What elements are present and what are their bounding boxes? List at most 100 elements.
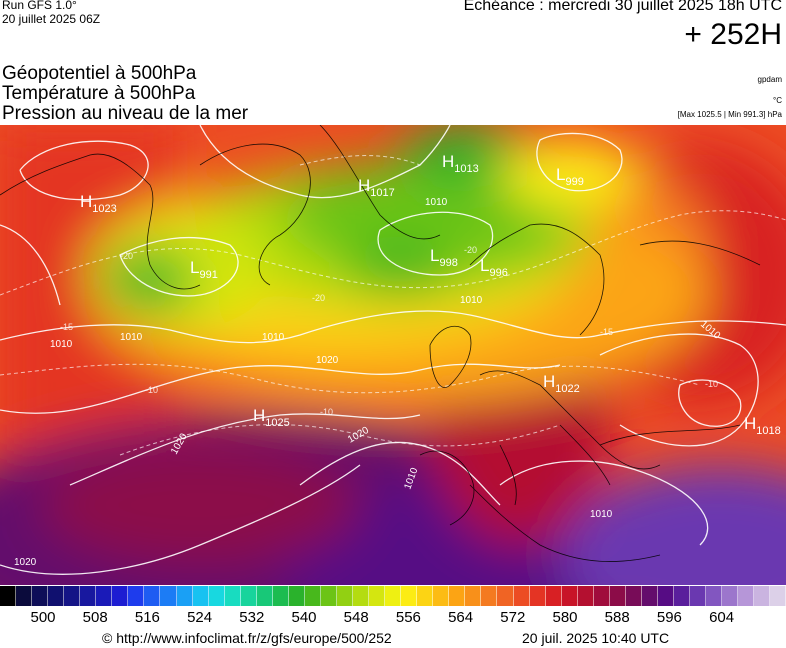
isobar-label: 1020 bbox=[316, 355, 339, 366]
scale-swatch bbox=[128, 586, 145, 606]
scale-tick-label: 548 bbox=[343, 609, 369, 626]
geopotential-field bbox=[0, 125, 786, 585]
scale-tick-label: 508 bbox=[82, 609, 108, 626]
scale-swatch bbox=[240, 586, 257, 606]
scale-tick-label: 596 bbox=[656, 609, 682, 626]
scale-swatch bbox=[160, 586, 177, 606]
scale-swatch bbox=[722, 586, 739, 606]
scale-swatch bbox=[593, 586, 610, 606]
forecast-valid-time: Echéance : mercredi 30 juillet 2025 18h … bbox=[463, 0, 782, 14]
scale-tick-label: 540 bbox=[291, 609, 317, 626]
pressure-center: H1023 bbox=[80, 192, 117, 215]
pressure-center: L999 bbox=[556, 165, 584, 188]
generated-time: 20 juil. 2025 10:40 UTC bbox=[522, 630, 670, 646]
isotherm-label: -15 bbox=[600, 327, 613, 337]
scale-tick-label: 588 bbox=[604, 609, 630, 626]
scale-swatch bbox=[16, 586, 33, 606]
scale-tick-label: 564 bbox=[448, 609, 474, 626]
isobar-label: 1010 bbox=[262, 332, 285, 343]
pressure-centers: H1023 H1017 H1013 L999 L991 L998 L996 H1… bbox=[80, 152, 781, 437]
isotherm-label: -15 bbox=[60, 322, 73, 332]
scale-swatch bbox=[625, 586, 642, 606]
scale-swatch bbox=[433, 586, 450, 606]
isobar-label: 1010 bbox=[460, 295, 483, 306]
isotherm-lines bbox=[0, 155, 786, 456]
scale-tick-label: 500 bbox=[30, 609, 56, 626]
lead-time: + 252H bbox=[684, 18, 782, 51]
scale-swatch bbox=[272, 586, 289, 606]
scale-swatch bbox=[706, 586, 723, 606]
pressure-center: L991 bbox=[190, 258, 218, 281]
scale-swatch bbox=[369, 586, 386, 606]
run-date: 20 juillet 2025 06Z bbox=[2, 12, 101, 26]
scale-swatch bbox=[497, 586, 514, 606]
scale-swatch bbox=[417, 586, 434, 606]
title-temperature: Température à 500hPa bbox=[2, 83, 196, 104]
pressure-center: H1022 bbox=[543, 372, 580, 395]
pressure-center: H1013 bbox=[442, 152, 479, 175]
scale-swatch bbox=[673, 586, 691, 606]
scale-swatch bbox=[385, 586, 402, 606]
scale-swatch bbox=[754, 586, 771, 606]
scale-swatch bbox=[192, 586, 209, 606]
isobar-label: 1010 bbox=[425, 197, 448, 208]
pressure-center: H1025 bbox=[253, 406, 290, 429]
isobar-label: 1010 bbox=[590, 509, 613, 520]
scale-swatch bbox=[609, 586, 626, 606]
isobar-label: 1010 bbox=[120, 332, 143, 343]
scale-swatch bbox=[288, 586, 305, 606]
unit-geopotential: gpdam bbox=[757, 75, 782, 84]
isotherm-label: -10 bbox=[145, 385, 158, 395]
source-credit: © http://www.infoclimat.fr/z/gfs/europe/… bbox=[102, 630, 392, 646]
scale-swatch bbox=[112, 586, 129, 606]
scale-swatch bbox=[770, 586, 786, 606]
scale-swatch bbox=[224, 586, 241, 606]
scale-swatch bbox=[690, 586, 707, 606]
scale-swatch bbox=[738, 586, 755, 606]
scale-swatch bbox=[657, 586, 674, 606]
scale-swatch bbox=[577, 586, 594, 606]
scale-tick-label: 556 bbox=[395, 609, 421, 626]
scale-swatch bbox=[449, 586, 466, 606]
scale-swatch bbox=[144, 586, 161, 606]
scale-swatch bbox=[513, 586, 530, 606]
scale-swatch bbox=[353, 586, 370, 606]
scale-swatch bbox=[320, 586, 337, 606]
scale-swatch bbox=[561, 586, 578, 606]
scale-swatch bbox=[641, 586, 658, 606]
scale-swatch bbox=[256, 586, 273, 606]
scale-swatch bbox=[208, 586, 225, 606]
color-scale bbox=[0, 586, 786, 606]
unit-temperature: °C bbox=[773, 96, 782, 105]
scale-swatch bbox=[0, 586, 17, 606]
title-pressure: Pression au niveau de la mer bbox=[2, 103, 249, 124]
isobar-label: 1020 bbox=[14, 557, 37, 568]
scale-swatch bbox=[545, 586, 562, 606]
scale-swatch bbox=[481, 586, 498, 606]
scale-swatch bbox=[465, 586, 482, 606]
pressure-center: H1018 bbox=[744, 414, 781, 437]
title-geopotential: Géopotentiel à 500hPa bbox=[2, 63, 197, 84]
weather-map: H1023 H1017 H1013 L999 L991 L998 L996 H1… bbox=[0, 125, 786, 585]
scale-tick-label: 524 bbox=[187, 609, 213, 626]
isotherm-label: -10 bbox=[705, 379, 718, 389]
coastlines bbox=[0, 125, 761, 562]
scale-swatch bbox=[80, 586, 97, 606]
scale-swatch bbox=[64, 586, 81, 606]
isotherm-labels: -20 -20 -15 -10 -10 -10 -15 -20 bbox=[60, 245, 718, 417]
isotherm-label: -10 bbox=[320, 407, 333, 417]
scale-tick-label: 516 bbox=[134, 609, 160, 626]
isotherm-label: -20 bbox=[120, 251, 133, 261]
pressure-center: L996 bbox=[480, 256, 508, 279]
run-label: Run GFS 1.0° bbox=[2, 0, 77, 12]
isobar-label: 1010 bbox=[50, 339, 73, 350]
scale-swatch bbox=[304, 586, 321, 606]
scale-tick-label: 604 bbox=[709, 609, 735, 626]
scale-swatch bbox=[96, 586, 113, 606]
scale-swatch bbox=[336, 586, 354, 606]
isotherm-label: -20 bbox=[464, 245, 477, 255]
scale-tick-label: 532 bbox=[239, 609, 265, 626]
scale-tick-label: 572 bbox=[500, 609, 526, 626]
isobar-lines bbox=[0, 125, 786, 575]
scale-swatch bbox=[48, 586, 65, 606]
